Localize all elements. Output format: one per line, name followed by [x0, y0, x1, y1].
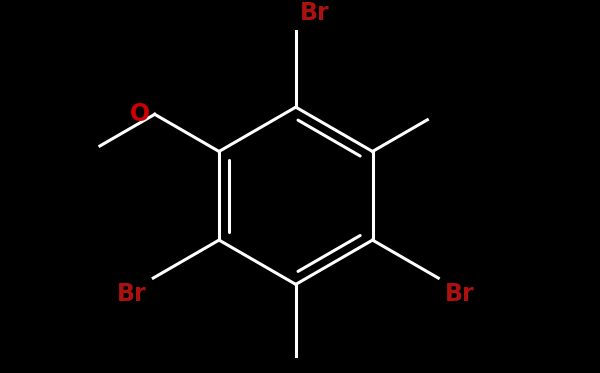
Text: Br: Br	[117, 282, 146, 306]
Text: Br: Br	[300, 1, 329, 25]
Text: O: O	[130, 102, 151, 126]
Text: Br: Br	[445, 282, 475, 306]
